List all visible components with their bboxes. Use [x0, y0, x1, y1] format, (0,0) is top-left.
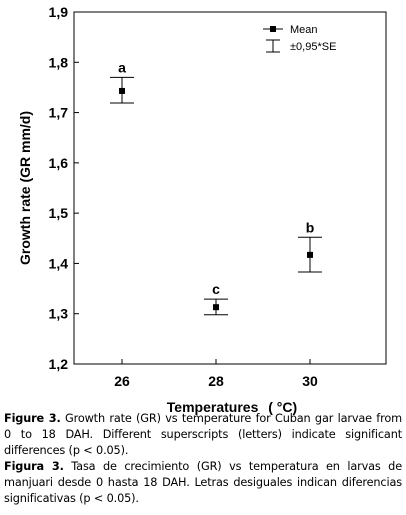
y-tick-label: 1,7 [49, 105, 69, 121]
significance-letter: b [306, 219, 315, 235]
mean-point [307, 251, 313, 258]
x-tick-label: 28 [208, 373, 224, 389]
caption-spanish-text: Tasa de crecimiento (GR) vs temperatura … [4, 460, 402, 505]
y-tick-label: 1,2 [49, 356, 69, 372]
y-axis-title: Growth rate (GR mm/d) [17, 111, 33, 265]
significance-letter: a [118, 59, 126, 75]
legend-error-label: ±0,95*SE [290, 41, 336, 53]
legend-mean-label: Mean [290, 24, 318, 36]
x-axis-title: Temperatures ( °C) [167, 399, 297, 415]
x-tick-label: 26 [114, 373, 130, 389]
legend-error-symbol [266, 39, 280, 53]
growth-rate-chart: 1,2 1,3 1,4 1,5 1,6 1,7 1,8 1,9 26 28 30 a c b Grow… [17, 4, 387, 415]
x-tick-label: 30 [302, 373, 318, 389]
y-tick-label: 1,5 [49, 205, 69, 221]
y-tick-label: 1,8 [49, 54, 69, 70]
x-axis-title-unit: ( °C) [268, 399, 297, 415]
x-axis-ticks: 26 28 30 [114, 359, 318, 389]
y-tick-label: 1,6 [49, 155, 69, 171]
mean-point [213, 304, 219, 311]
caption-english-text: Growth rate (GR) vs temperature for Cuba… [4, 412, 402, 457]
plot-frame [73, 11, 387, 365]
y-tick-label: 1,4 [49, 255, 69, 271]
y-tick-label: 1,3 [49, 306, 69, 322]
significance-letter: c [212, 281, 220, 297]
y-axis-ticks: 1,2 1,3 1,4 1,5 1,6 1,7 1,8 1,9 [49, 4, 79, 372]
legend-mean-marker [270, 26, 276, 32]
mean-point [119, 87, 125, 94]
y-tick-label: 1,9 [49, 4, 69, 20]
x-axis-title-text: Temperatures [167, 399, 259, 415]
legend: Mean ±0,95*SE [263, 24, 336, 53]
caption-spanish: Figura 3. Tasa de crecimiento (GR) vs te… [4, 459, 402, 507]
caption-spanish-label: Figura 3. [4, 460, 64, 473]
data-points: a c b [110, 59, 322, 316]
caption-english: Figure 3. Growth rate (GR) vs temperatur… [4, 411, 402, 459]
caption-english-label: Figure 3. [4, 412, 61, 425]
